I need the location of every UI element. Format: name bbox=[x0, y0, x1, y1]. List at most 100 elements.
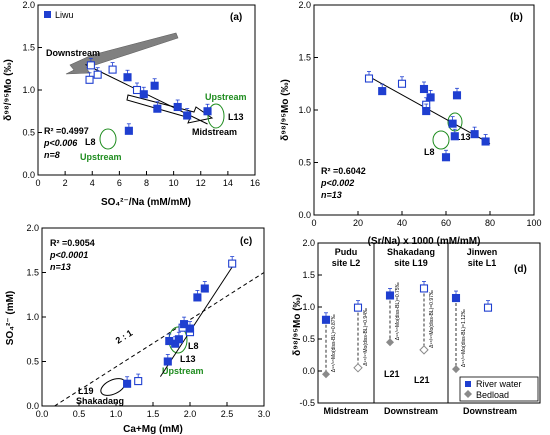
panel-d-river-open bbox=[419, 284, 429, 293]
panel-a-xtick-label: 8 bbox=[144, 178, 149, 188]
panel-c-ratio-line bbox=[54, 272, 265, 407]
panel-a-point-filled bbox=[150, 81, 159, 90]
panel-b-p: p<0.002 bbox=[320, 178, 354, 188]
panel-a-point-open bbox=[108, 65, 117, 74]
panel-a-circle-l13 bbox=[207, 103, 225, 129]
panel-b-axes: 0 20 40 60 80 100 0.0 0.5 1.0 1.5 2.0 bbox=[298, 0, 541, 228]
panel-c-l13: L13 bbox=[180, 354, 196, 364]
panel-c-p: p<0.0001 bbox=[49, 250, 88, 260]
panel-d-group3-title2: site L1 bbox=[468, 258, 497, 268]
panel-d-delta-label: Δ⁹⁸/⁹⁵Mo(diss-BL)=0.94‰ bbox=[363, 308, 369, 366]
panel-d-ytick-label: -0.5 bbox=[299, 398, 315, 408]
panel-c-marks bbox=[123, 256, 237, 388]
panel-a-point-filled bbox=[139, 90, 148, 99]
panel-b-point-filled bbox=[452, 91, 462, 100]
panel-a-ytick-label: 1.0 bbox=[22, 85, 35, 95]
panel-d-group1-bottom: Midstream bbox=[323, 406, 368, 416]
panel-a-l13: L13 bbox=[228, 112, 244, 122]
panel-c-point-filled bbox=[174, 335, 183, 344]
panel-d-river-filled bbox=[385, 291, 395, 300]
panel-d-legend-river: River water bbox=[476, 379, 522, 389]
panel-d-legend-bedload: Bedload bbox=[476, 390, 509, 400]
panel-d-group3-bottom: Downstream bbox=[463, 406, 517, 416]
panel-b-ytick-label: 0.0 bbox=[298, 210, 311, 220]
panel-a-ytick-label: 0.0 bbox=[22, 170, 35, 180]
panel-b-point-filled bbox=[448, 119, 457, 128]
panel-a-ytick-label: 1.5 bbox=[22, 43, 35, 53]
panel-d-group2-bottom: Downstream bbox=[384, 406, 438, 416]
panel-d-group2-title2: site L19 bbox=[394, 258, 428, 268]
panel-a-point-filled bbox=[203, 107, 212, 116]
panel-c-l19: L19 bbox=[78, 386, 94, 396]
panel-c-point-open bbox=[228, 259, 237, 268]
panel-a-xtick-label: 16 bbox=[250, 178, 260, 188]
panel-b-circle-l8 bbox=[432, 130, 450, 150]
panel-c-axes: 0.0 0.5 1.0 1.5 2.0 2.5 3.0 0.0 0.5 1.0 1.5 2.0 bbox=[26, 223, 270, 419]
panel-b-l13: L13 bbox=[455, 132, 471, 142]
panel-d-bedload-filled bbox=[322, 370, 330, 379]
panel-a-upstream-right: Upstream bbox=[205, 92, 247, 102]
panel-d-bedload-filled bbox=[452, 365, 460, 374]
panel-d-bedload-filled bbox=[386, 338, 394, 347]
panel-b-ytick-label: 2.0 bbox=[298, 0, 311, 10]
panel-b-ytick-label: 1.5 bbox=[298, 53, 311, 63]
panel-b-xtick-label: 80 bbox=[485, 218, 495, 228]
panel-d-group2-title1: Shakadang bbox=[387, 247, 435, 257]
panel-b-point-open bbox=[397, 79, 407, 88]
panel-d-river-filled bbox=[451, 293, 461, 303]
panel-c-n: n=13 bbox=[50, 262, 71, 272]
panel-d-group1-title1: Pudu bbox=[335, 247, 358, 257]
panel-c-xtick-label: 1.0 bbox=[110, 409, 123, 419]
panel-d-ylabel: δ⁹⁸/⁹⁵Mo (‰) bbox=[292, 294, 303, 356]
panel-c: 0.0 0.5 1.0 1.5 2.0 2.5 3.0 0.0 0.5 1.0 1.5 2.0 Ca+… bbox=[5, 223, 270, 435]
panel-d-label: (d) bbox=[514, 264, 527, 275]
panel-b-point-filled bbox=[426, 93, 435, 102]
panel-d-delta-label: Δ⁹⁸/⁹⁵Mo(diss-BL)=0.75‰ bbox=[395, 282, 401, 340]
panel-a-xtick-label: 2 bbox=[63, 178, 68, 188]
panel-b-point-filled bbox=[422, 107, 431, 116]
panel-d-ytick-label: 1.0 bbox=[302, 302, 315, 312]
panel-d-site-label-1: L21 bbox=[384, 369, 400, 379]
panel-d-site-label-2: L21 bbox=[414, 375, 430, 385]
panel-b-ytick-label: 1.0 bbox=[298, 105, 311, 115]
panel-c-shakadang: Shakadang bbox=[76, 396, 124, 406]
panel-a-point-open bbox=[85, 75, 94, 84]
panel-d-delta-label: Δ⁹⁸/⁹⁵Mo(diss-BL)=0.97‰ bbox=[429, 290, 435, 348]
panel-d-river-open bbox=[353, 303, 363, 312]
panel-d-ytick-label: 0.5 bbox=[302, 334, 315, 344]
panel-c-label: (c) bbox=[240, 236, 252, 247]
panel-b-xtick-label: 40 bbox=[397, 218, 407, 228]
panel-c-xlabel: Ca+Mg (mM) bbox=[123, 424, 183, 435]
panel-a-midstream: Midstream bbox=[192, 127, 237, 137]
panel-b-point-filled bbox=[481, 137, 490, 146]
panel-d-ytick-label: 2.0 bbox=[302, 238, 315, 248]
panel-b-point-filled bbox=[419, 84, 429, 94]
panel-a-point-open bbox=[93, 70, 102, 79]
panel-d: -0.5 0.0 0.5 1.0 1.5 2.0 δ⁹⁸/⁹⁵Mo (‰) (d) Pud… bbox=[292, 238, 541, 416]
panel-a-upstream-left: Upstream bbox=[80, 152, 122, 162]
panel-c-point-filled bbox=[165, 336, 174, 346]
panel-c-point-filled bbox=[163, 357, 172, 366]
panel-a-point-filled bbox=[124, 126, 133, 135]
panel-a-r2: R² =0.4997 bbox=[44, 126, 89, 136]
panel-b-ytick-label: 0.5 bbox=[298, 158, 311, 168]
panel-b-point-filled bbox=[378, 87, 387, 96]
panel-d-bedload-open bbox=[353, 363, 363, 373]
panel-d-legend-box bbox=[459, 376, 539, 402]
panel-c-xtick-label: 2.5 bbox=[221, 409, 234, 419]
panel-a-n: n=8 bbox=[44, 150, 60, 160]
panel-b-point-filled bbox=[470, 130, 479, 139]
panel-a-point-filled bbox=[173, 102, 182, 112]
panel-c-upstream: Upstream bbox=[162, 366, 204, 376]
panel-a-ylabel: δ⁹⁸/⁹⁵Mo (‰) bbox=[3, 59, 14, 121]
panel-d-river-filled bbox=[321, 315, 331, 324]
panel-c-xtick-label: 1.5 bbox=[147, 409, 160, 419]
panel-d-group3-title1: Jinwen bbox=[467, 247, 498, 257]
panel-a-point-open bbox=[86, 61, 95, 70]
panel-c-point-filled bbox=[193, 293, 202, 302]
panel-b-xtick-label: 20 bbox=[353, 218, 363, 228]
panel-d-frame bbox=[317, 242, 541, 404]
panel-d-legend-bedload-marker bbox=[464, 390, 472, 398]
panel-c-ylabel: SO₄²⁻ (mM) bbox=[5, 291, 16, 345]
